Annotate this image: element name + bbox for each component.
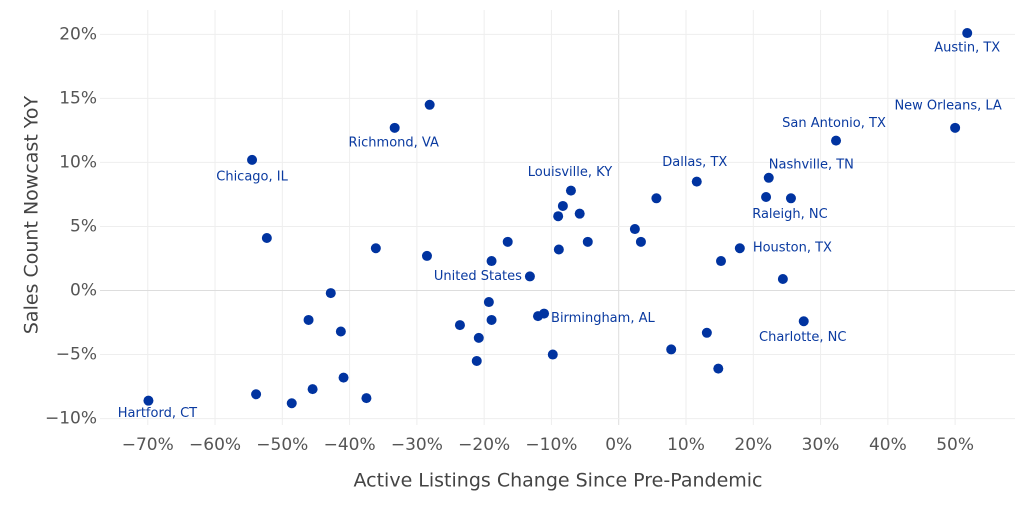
point xyxy=(247,154,258,165)
point xyxy=(715,256,726,267)
x-tick-label: 10% xyxy=(667,435,705,455)
y-tick-label: 5% xyxy=(70,216,97,236)
point-label: Raleigh, NC xyxy=(752,207,828,222)
x-tick-label: 50% xyxy=(936,435,974,455)
point xyxy=(691,176,702,187)
point xyxy=(325,288,336,299)
point xyxy=(763,172,774,183)
x-axis-title: Active Listings Change Since Pre-Pandemi… xyxy=(353,470,762,492)
point xyxy=(389,122,400,133)
x-tick-label: −10% xyxy=(525,435,577,455)
point xyxy=(286,398,297,409)
x-tick-label: 40% xyxy=(869,435,907,455)
point-label: Charlotte, NC xyxy=(759,330,846,345)
x-tick-label: −50% xyxy=(256,435,308,455)
point xyxy=(565,185,576,196)
x-tick-label: −40% xyxy=(324,435,376,455)
point-label: Louisville, KY xyxy=(528,165,612,180)
x-tick-label: 0% xyxy=(605,435,632,455)
point xyxy=(666,344,677,355)
point xyxy=(483,297,494,308)
point xyxy=(261,232,272,243)
point xyxy=(307,384,318,395)
point-label: Dallas, TX xyxy=(662,155,727,170)
point xyxy=(547,349,558,360)
point xyxy=(557,200,568,211)
point-label: United States xyxy=(434,269,522,284)
x-tick-label: −60% xyxy=(189,435,241,455)
point xyxy=(574,208,585,219)
point xyxy=(629,224,640,235)
y-axis-title: Sales Count Nowcast YoY xyxy=(21,95,43,334)
y-tick-label: −10% xyxy=(45,409,97,429)
point xyxy=(502,236,513,247)
x-tick-label: 30% xyxy=(802,435,840,455)
point xyxy=(473,332,484,343)
point xyxy=(777,273,788,284)
point xyxy=(785,193,796,204)
point xyxy=(582,236,593,247)
y-tick-label: 15% xyxy=(59,88,97,108)
x-tick-label: −70% xyxy=(122,435,174,455)
point xyxy=(651,193,662,204)
point xyxy=(761,192,772,203)
point-label: San Antonio, TX xyxy=(782,116,886,131)
x-tick-label: 20% xyxy=(734,435,772,455)
point xyxy=(471,355,482,366)
point xyxy=(635,236,646,247)
point xyxy=(143,395,154,406)
point xyxy=(421,250,432,261)
point-label: Hartford, CT xyxy=(118,406,197,421)
y-tick-label: 10% xyxy=(59,152,97,172)
point xyxy=(251,389,262,400)
point xyxy=(424,99,435,110)
point xyxy=(486,314,497,325)
y-tick-label: 0% xyxy=(70,281,97,301)
point xyxy=(338,372,349,383)
point xyxy=(713,363,724,374)
y-tick-label: 20% xyxy=(59,24,97,44)
point xyxy=(553,211,564,222)
point-label: New Orleans, LA xyxy=(894,98,1001,113)
point xyxy=(532,311,543,322)
point-label: Austin, TX xyxy=(934,41,1000,56)
point xyxy=(361,393,372,404)
point xyxy=(486,256,497,267)
point xyxy=(335,326,346,337)
point xyxy=(524,271,535,282)
point xyxy=(734,243,745,254)
point xyxy=(303,314,314,325)
point xyxy=(950,122,961,133)
y-tick-label: −5% xyxy=(56,345,97,365)
point xyxy=(370,243,381,254)
point-label: Nashville, TN xyxy=(769,157,854,172)
point xyxy=(798,316,809,327)
point xyxy=(962,28,973,39)
point-label: Houston, TX xyxy=(753,241,832,256)
point-label: Birmingham, AL xyxy=(551,311,655,326)
point xyxy=(553,244,564,255)
point xyxy=(831,135,842,146)
point xyxy=(454,320,465,331)
point xyxy=(701,327,712,338)
x-tick-label: −20% xyxy=(458,435,510,455)
point-label: Chicago, IL xyxy=(216,169,288,184)
point-label: Richmond, VA xyxy=(349,135,439,150)
x-tick-label: −30% xyxy=(391,435,443,455)
